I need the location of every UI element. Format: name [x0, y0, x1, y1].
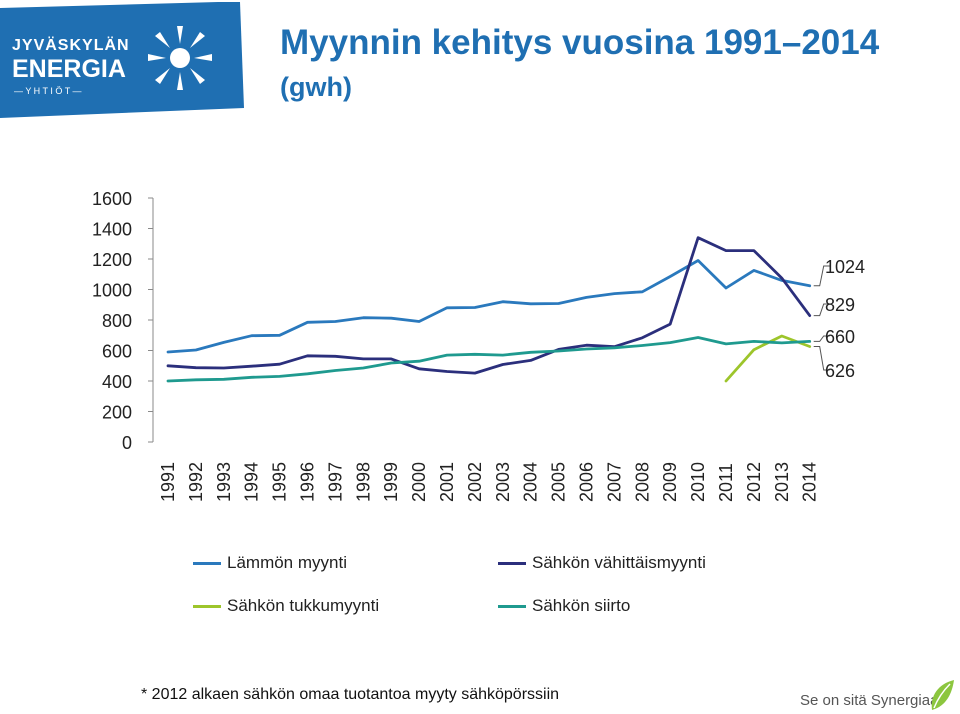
sun-icon — [148, 26, 212, 90]
x-tick-label: 1993 — [214, 462, 234, 502]
title-main: Myynnin kehitys vuosina 1991–2014 — [280, 23, 880, 62]
x-tick-label: 1997 — [325, 462, 345, 502]
legend-label: Sähkön siirto — [532, 596, 631, 615]
slogan: Se on sitä Synergiaa. — [800, 692, 943, 709]
x-tick-label: 2004 — [521, 462, 541, 502]
x-tick-label: 1995 — [270, 462, 290, 502]
title-unit: (gwh) — [280, 72, 352, 102]
end-label-connector — [813, 335, 830, 342]
y-tick-label: 400 — [102, 372, 132, 392]
legend-label: Sähkön vähittäismyynti — [532, 553, 706, 572]
series-line — [166, 336, 812, 383]
logo-line1: JYVÄSKYLÄN — [12, 36, 130, 54]
x-tick-label: 1994 — [242, 462, 262, 502]
logo-banner: JYVÄSKYLÄN ENERGIA — Y H T I Ö T — — [0, 2, 244, 118]
x-tick-label: 2010 — [688, 462, 708, 502]
x-tick-label: 1992 — [186, 462, 206, 502]
x-tick-label: 2005 — [549, 462, 569, 502]
series-line — [166, 236, 812, 375]
y-tick-label: 1600 — [92, 189, 132, 209]
x-tick-label: 2008 — [632, 462, 652, 502]
end-value-label: 829 — [825, 295, 855, 315]
y-tick-label: 1400 — [92, 220, 132, 240]
x-tick-label: 2013 — [772, 462, 792, 502]
legend-swatch — [498, 561, 526, 565]
legend-swatch — [193, 561, 221, 565]
logo-line3: — Y H T I Ö T — — [14, 86, 82, 96]
x-tick-label: 1996 — [298, 462, 318, 502]
x-tick-label: 1991 — [158, 462, 178, 502]
x-tick-label: 2007 — [604, 462, 624, 502]
legend-item-sahkon-vahittaismyynti: Sähkön vähittäismyynti — [498, 553, 706, 573]
page-title: Myynnin kehitys vuosina 1991–2014 (gwh) — [280, 22, 920, 108]
x-tick-label: 2009 — [660, 462, 680, 502]
end-label-connector — [813, 346, 830, 371]
legend-swatch — [498, 604, 526, 608]
legend-item-sahkon-tukkumyynti: Sähkön tukkumyynti — [193, 596, 379, 616]
legend-label: Sähkön tukkumyynti — [227, 596, 380, 615]
y-tick-label: 600 — [102, 342, 132, 362]
chart-series — [166, 236, 812, 383]
x-tick-label: 2014 — [800, 462, 820, 502]
x-tick-label: 1998 — [353, 462, 373, 502]
y-tick-label: 800 — [102, 311, 132, 331]
end-value-label: 626 — [825, 361, 855, 381]
logo-line2: ENERGIA — [12, 55, 126, 83]
series-line — [166, 259, 812, 354]
leaf-icon — [931, 680, 954, 710]
end-value-label: 1024 — [825, 257, 865, 277]
legend-swatch — [193, 604, 221, 608]
x-tick-label: 2000 — [409, 462, 429, 502]
end-label-connector — [813, 265, 830, 287]
footnote: * 2012 alkaen sähkön omaa tuotantoa myyt… — [141, 686, 560, 703]
x-tick-label: 2011 — [716, 463, 736, 502]
y-tick-label: 1000 — [92, 281, 132, 301]
legend-item-sahkon-siirto: Sähkön siirto — [498, 596, 630, 616]
x-tick-label: 2002 — [465, 462, 485, 502]
legend-item-lammon-myynti: Lämmön myynti — [193, 553, 347, 573]
y-tick-label: 1200 — [92, 250, 132, 270]
x-tick-label: 1999 — [381, 462, 401, 502]
company-logo: JYVÄSKYLÄN ENERGIA — Y H T I Ö T — — [0, 0, 262, 120]
y-tick-label: 0 — [122, 433, 132, 453]
y-tick-label: 200 — [102, 403, 132, 423]
x-tick-label: 2006 — [577, 462, 597, 502]
chart-axes: 0 200 400 600 800 1000 1200 1400 1600 1991 1992 199… — [92, 189, 820, 502]
x-tick-label: 2012 — [744, 462, 764, 502]
x-tick-label: 2003 — [493, 462, 513, 502]
x-tick-label: 2001 — [437, 462, 457, 502]
legend-label: Lämmön myynti — [227, 553, 347, 572]
end-value-label: 660 — [825, 327, 855, 347]
end-label-connector — [813, 303, 830, 317]
chart-labels: 1024 829 660 626 — [813, 257, 865, 381]
